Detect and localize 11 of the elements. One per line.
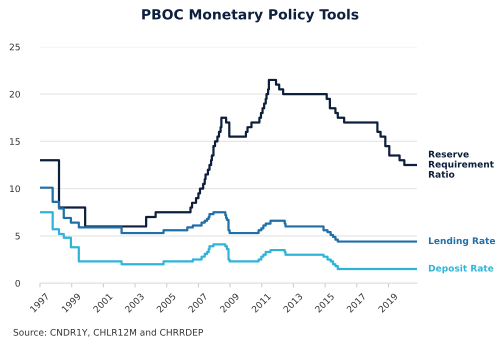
source-note: Source: CNDR1Y, CHLR12M and CHRRDEP <box>14 328 204 337</box>
y-tick-label: 15 <box>10 138 20 145</box>
series-label: Deposit Rate <box>428 264 494 274</box>
series-label: Lending Rate <box>428 237 496 246</box>
chart-title: PBOC Monetary Policy Tools <box>142 8 358 22</box>
y-tick-label: 20 <box>10 90 20 98</box>
y-tick-label: 25 <box>10 44 20 50</box>
series-label: Reserve Requirement Ratio <box>428 150 494 178</box>
y-tick-label: 10 <box>10 185 20 192</box>
y-tick-label: 5 <box>16 232 20 240</box>
y-tick-label: 0 <box>15 280 20 287</box>
